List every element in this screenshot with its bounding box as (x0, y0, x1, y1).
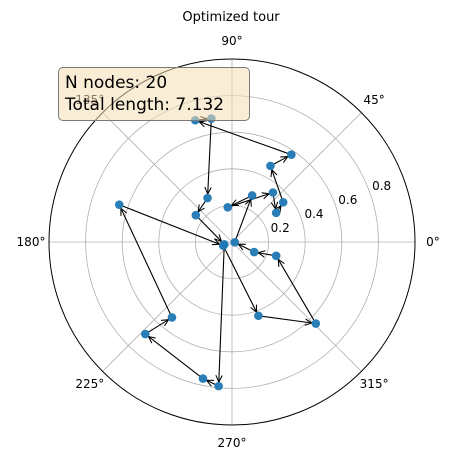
angle-gridline-3 (102, 112, 233, 243)
angle-tick-label-2: 90° (221, 34, 242, 48)
tour-point-10 (191, 210, 201, 220)
tour-arrow-17 (224, 249, 257, 312)
tour-arrow-13 (148, 336, 201, 377)
tour-point-4 (278, 197, 288, 207)
total-length-label: Total length: 7.132 (65, 95, 225, 115)
radius-tick-label-3: 0.8 (372, 179, 391, 193)
radius-tick-labels: 0.2 0.4 0.6 0.8 (271, 179, 392, 235)
tour-point-16 (114, 200, 124, 210)
tour-point-6 (287, 150, 296, 159)
radius-tick-label-2: 0.6 (338, 193, 357, 207)
radius-tick-label-1: 0.4 (304, 207, 323, 221)
tour-arrow-11 (219, 248, 225, 382)
tour-arrow-22 (235, 199, 251, 239)
chart-title: Optimized tour (182, 10, 280, 25)
tour-arrow-21 (238, 244, 251, 251)
tour-arrow-12 (207, 380, 216, 384)
tour-info-box: N nodes: 20 Total length: 7.132 (58, 67, 250, 121)
tour-arrow-19 (278, 259, 315, 321)
tour-point-17 (218, 241, 228, 250)
tour-arrow-8 (208, 122, 211, 194)
tour-arrow-9 (198, 201, 206, 212)
tour-arrow-10 (198, 217, 222, 241)
tour-arrow-18 (262, 315, 312, 323)
tour-arrows (121, 119, 315, 384)
tour-point-20 (271, 251, 281, 261)
polar-grid (48, 58, 416, 426)
tour-point-18 (254, 311, 263, 321)
angle-gridline-7 (231, 241, 362, 372)
tour-point-0 (247, 191, 257, 200)
angle-tick-label-4: 180° (17, 235, 46, 249)
tour-arrow-5 (273, 157, 288, 165)
tour-point-22 (230, 238, 240, 247)
radius-gridline-2 (121, 131, 343, 353)
tour-arrow-6 (199, 122, 288, 154)
tour-arrow-15 (121, 208, 171, 315)
angle-tick-label-7: 315° (360, 377, 389, 391)
tour-arrow-16 (122, 205, 220, 244)
outer-spine (48, 58, 416, 426)
tour-point-15 (167, 313, 177, 322)
angle-tick-label-6: 270° (218, 436, 247, 450)
angle-tick-label-0: 0° (426, 235, 440, 249)
tour-point-2 (268, 188, 278, 197)
tour-point-5 (266, 161, 275, 171)
angle-tick-label-1: 45° (363, 93, 384, 107)
node-count-label: N nodes: 20 (65, 73, 168, 93)
angle-tick-label-5: 225° (75, 377, 104, 391)
radius-tick-label-0: 0.2 (271, 221, 290, 235)
tour-arrow-14 (148, 320, 169, 333)
tour-arrow-20 (258, 253, 273, 255)
tour-point-19 (311, 319, 321, 328)
tour-point-13 (198, 374, 208, 383)
tour-point-9 (203, 193, 212, 203)
tour-arrow-4 (272, 170, 283, 199)
tour-point-12 (214, 381, 223, 391)
tour-point-14 (140, 329, 150, 339)
tour-point-1 (223, 203, 233, 212)
tour-point-21 (249, 247, 259, 257)
angle-gridline-1 (231, 112, 362, 243)
tour-points (114, 114, 321, 391)
radius-gridline-1 (158, 168, 306, 316)
tour-point-3 (271, 208, 281, 218)
tour-arrow-3 (278, 206, 281, 210)
